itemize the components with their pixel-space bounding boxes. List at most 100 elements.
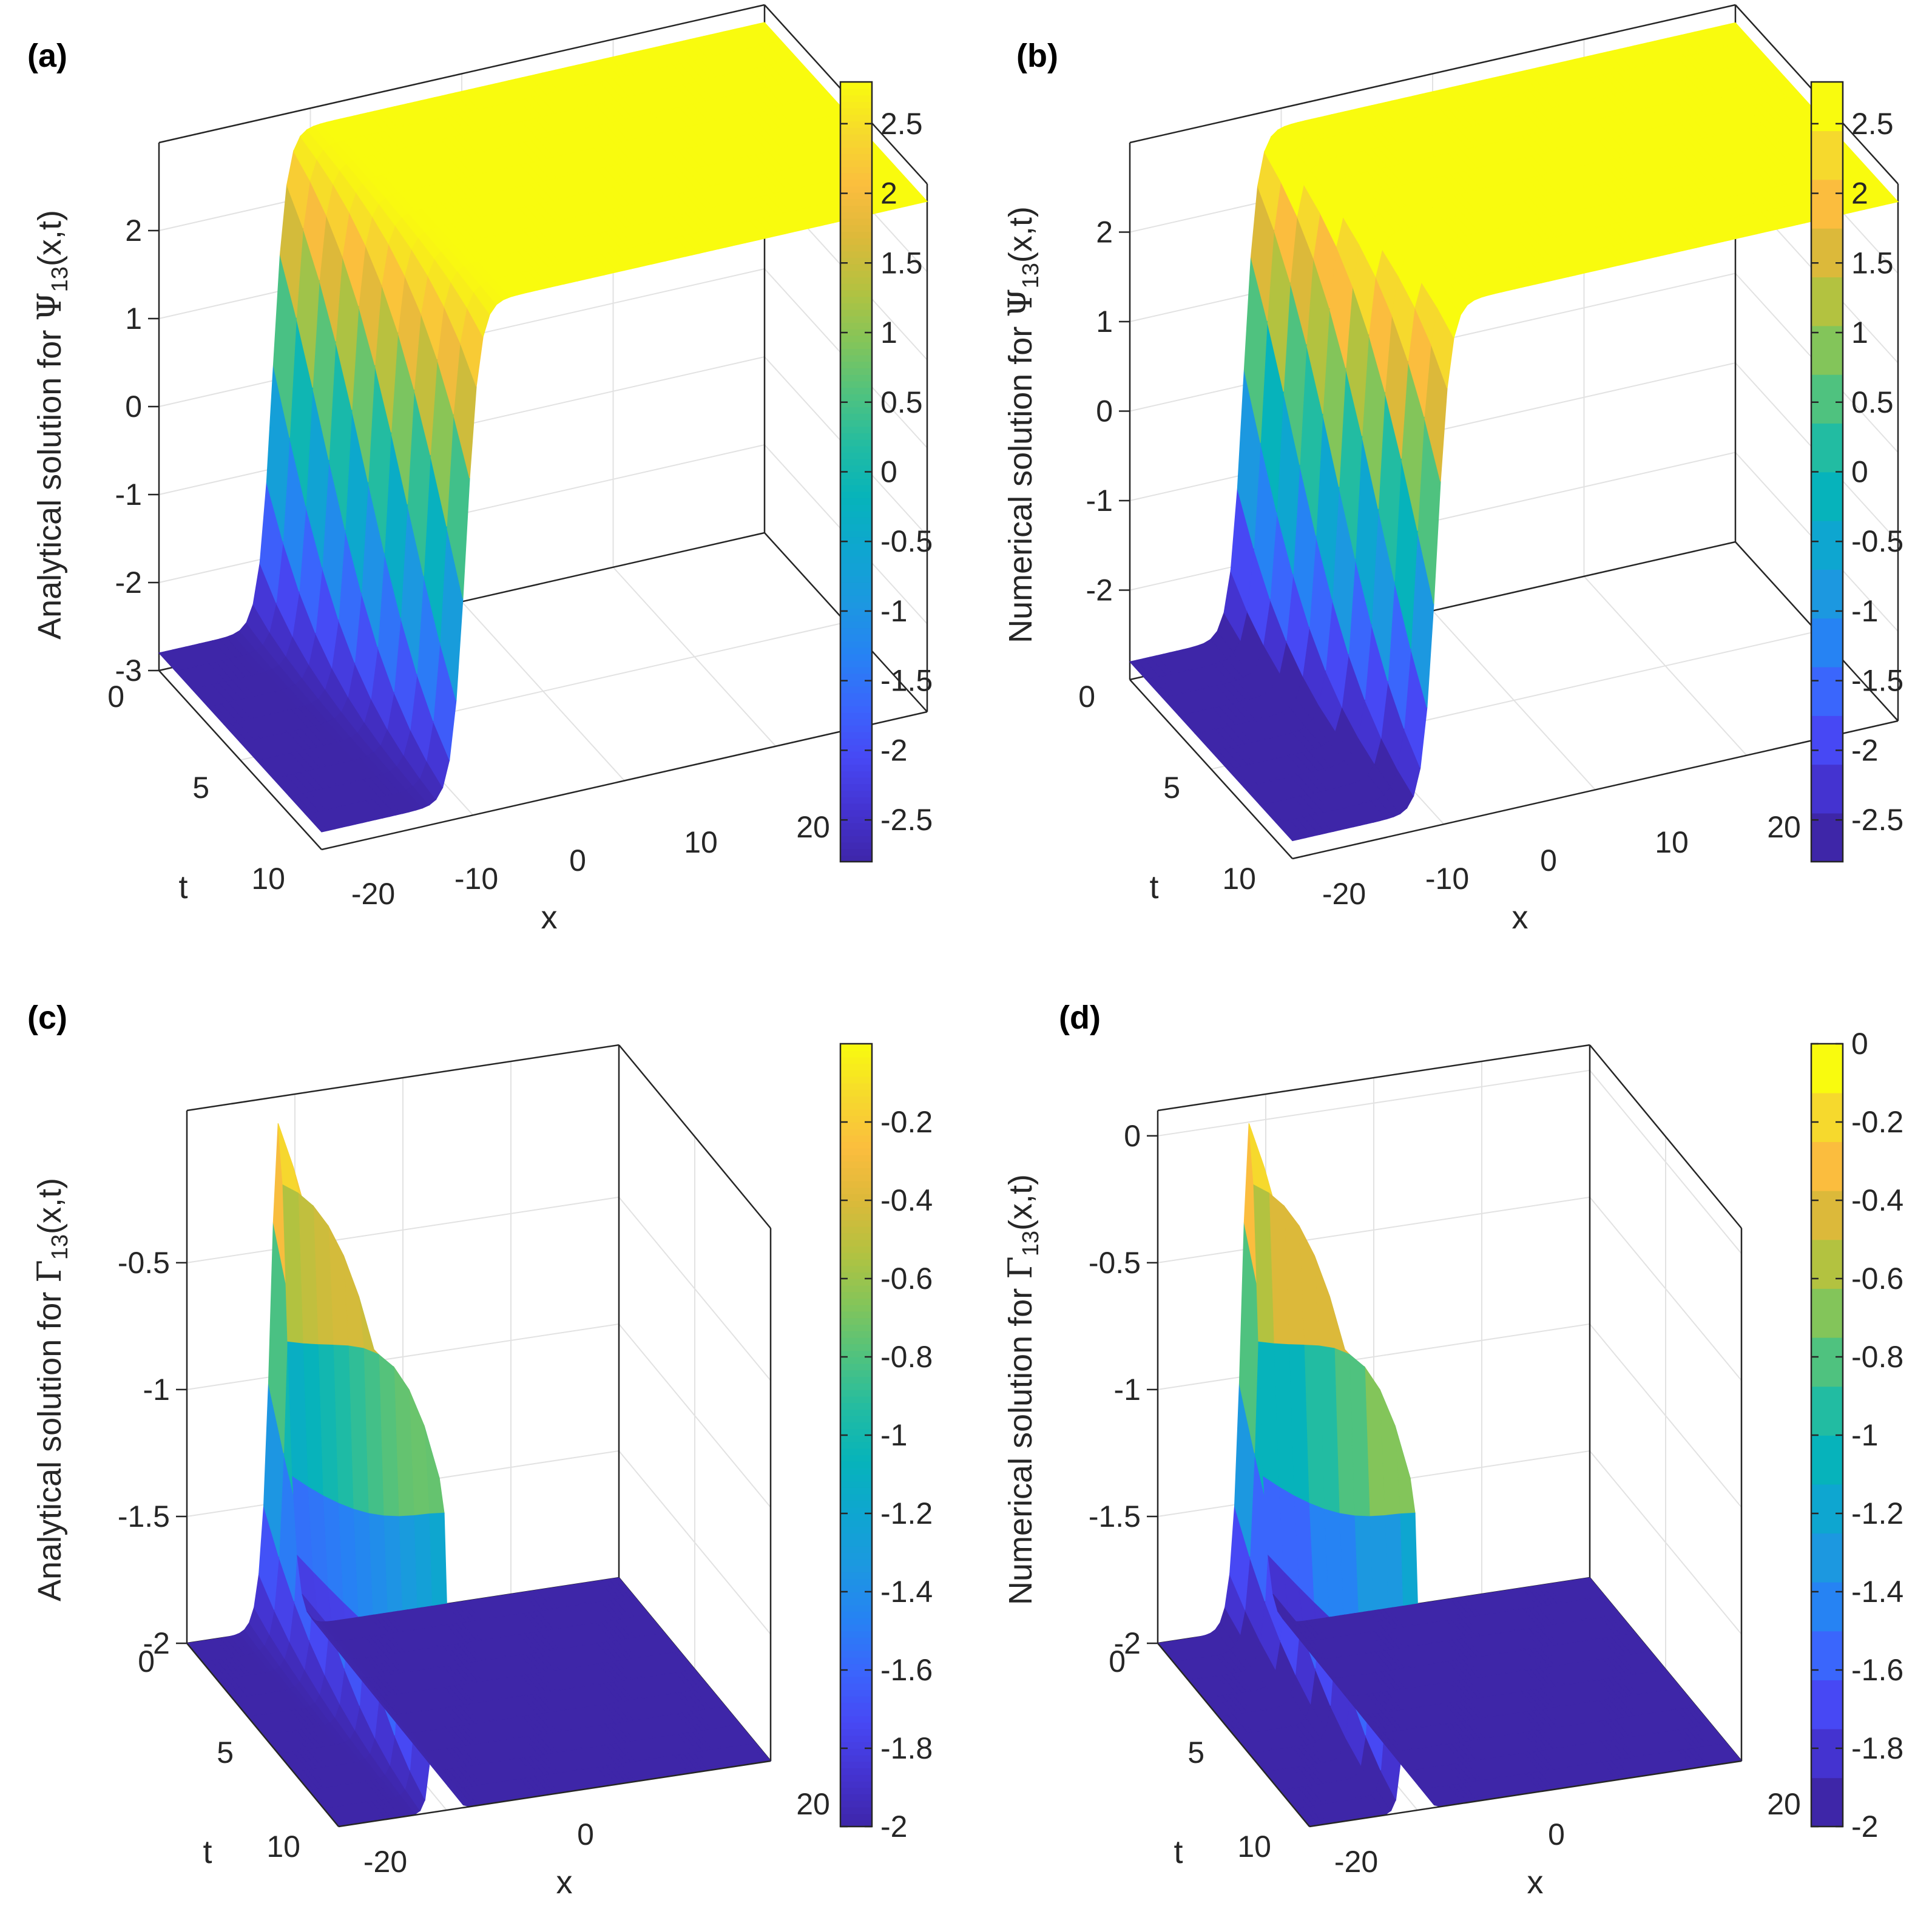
colorbar-segment [840,348,872,356]
colorbar-segment [840,121,872,128]
colorbar-segment [840,1702,872,1710]
colorbar-segment [1811,666,1843,716]
colorbar-segment [840,1566,872,1573]
x-tick-label: 10 [1655,825,1689,859]
z-label-symbol: Ψ [1001,288,1039,317]
colorbar-segment [840,1546,872,1553]
colorbar-segment [840,1265,872,1273]
colorbar-segment [840,1317,872,1325]
x-tick-label: -20 [1322,877,1366,911]
colorbar-segment [840,179,872,187]
t-tick-label: 10 [1222,862,1256,896]
colorbar-segment [840,296,872,303]
colorbar-segment [840,374,872,382]
colorbar-tick-label: 1.5 [1851,246,1894,280]
colorbar-tick-label: -2 [880,1810,907,1844]
z-tick-label: 0 [1096,394,1113,428]
colorbar-segment [840,1500,872,1508]
t-tick-label: 10 [266,1830,300,1864]
z-tick-label: -0.5 [1089,1246,1141,1280]
surface-patch [757,22,782,42]
colorbar-segment [840,556,872,564]
colorbar-tick-label: -1.6 [880,1653,933,1687]
colorbar-segment [840,107,872,115]
z-label-pre: Numerical solution for [1002,1279,1039,1605]
colorbar-segment [1811,1631,1843,1680]
surface [1129,22,1899,842]
x-tick-label: 0 [577,1817,594,1851]
colorbar-segment [840,582,872,590]
colorbar-segment [840,1728,872,1736]
colorbar-segment [840,1083,872,1090]
colorbar-segment [840,842,872,850]
colorbar-tick-label: -0.8 [880,1340,933,1374]
colorbar-tick-label: -1.2 [1851,1496,1903,1530]
z-label-subscript: 13 [47,1234,73,1260]
colorbar-segment [840,1402,872,1410]
colorbar-segment [840,1246,872,1253]
colorbar-tick-label: -1 [1851,594,1878,628]
axis-x-line [321,711,928,851]
t-tick-label: 5 [217,1736,234,1770]
colorbar-segment [840,445,872,453]
colorbar-segment [840,1467,872,1475]
z-label-symbol: Γ [1001,1256,1039,1279]
colorbar-segment [840,452,872,459]
colorbar-segment [840,1102,872,1110]
colorbar-segment [840,855,872,862]
colorbar-segment [1811,764,1843,814]
colorbar-segment [840,1305,872,1312]
z-label-post: (x,t) [1002,206,1039,263]
x-ticks: -20 -10 0 10 20 [1322,810,1801,911]
x-tick-label: 20 [796,1787,830,1821]
colorbar-segment [840,147,872,154]
colorbar-segment [840,1415,872,1423]
colorbar-segment [840,257,872,265]
colorbar-segment [840,1422,872,1430]
colorbar-tick-label: -2.5 [1851,803,1903,837]
colorbar-tick-label: 1 [880,316,897,350]
colorbar-segment [1811,1386,1843,1436]
x-axis-label: x [1512,899,1528,936]
colorbar: -2.5 -2 -1.5 -1 -0.5 0 0.5 1 1.5 2 2.5 [839,81,933,863]
colorbar-segment [840,354,872,362]
colorbar-segment [840,1154,872,1162]
x-ticks: -20 0 20 [1334,1787,1801,1879]
colorbar-segment [840,380,872,388]
colorbar-segment [840,517,872,524]
colorbar-segment [840,1735,872,1743]
colorbar-segment [840,186,872,193]
z-tick-label: -1 [143,1373,170,1407]
colorbar-tick-label: 2.5 [880,107,923,141]
colorbar-segment [840,589,872,596]
colorbar-segment [840,1526,872,1534]
colorbar-segment [840,1650,872,1658]
colorbar-segment [840,1611,872,1618]
colorbar-segment [840,1807,872,1814]
t-tick-label: 0 [1078,680,1095,714]
colorbar-segment [840,172,872,180]
z-tick-label: -3 [115,654,142,688]
colorbar-segment [1811,1141,1843,1191]
colorbar-segment [840,725,872,732]
colorbar-segment [840,1056,872,1064]
colorbar-tick-label: -1 [1851,1418,1878,1452]
colorbar-segment [840,153,872,161]
z-label-post: (x,t) [1002,1174,1039,1231]
colorbar-segment [1811,715,1843,765]
colorbar-segment [1811,618,1843,668]
z-tick-label: -2 [1086,573,1113,607]
surface [186,1123,772,1827]
box-edge [1129,4,1736,144]
colorbar-segment [840,660,872,668]
colorbar-tick-label: -1.8 [880,1731,933,1765]
colorbar-segment [840,419,872,427]
colorbar: -0.2 -0.4 -0.6 -0.8 -1 -1.2 -1.4 -1.6 -1.8 -2 [839,1043,933,1844]
colorbar-tick-label: -1.6 [1851,1653,1903,1687]
x-tick-label: 20 [1767,1787,1801,1821]
t-tick-label: 5 [1163,771,1180,805]
z-ticks: -3 -2 -1 0 1 2 [115,214,159,688]
colorbar-segment [840,134,872,141]
colorbar-segment [840,82,872,89]
